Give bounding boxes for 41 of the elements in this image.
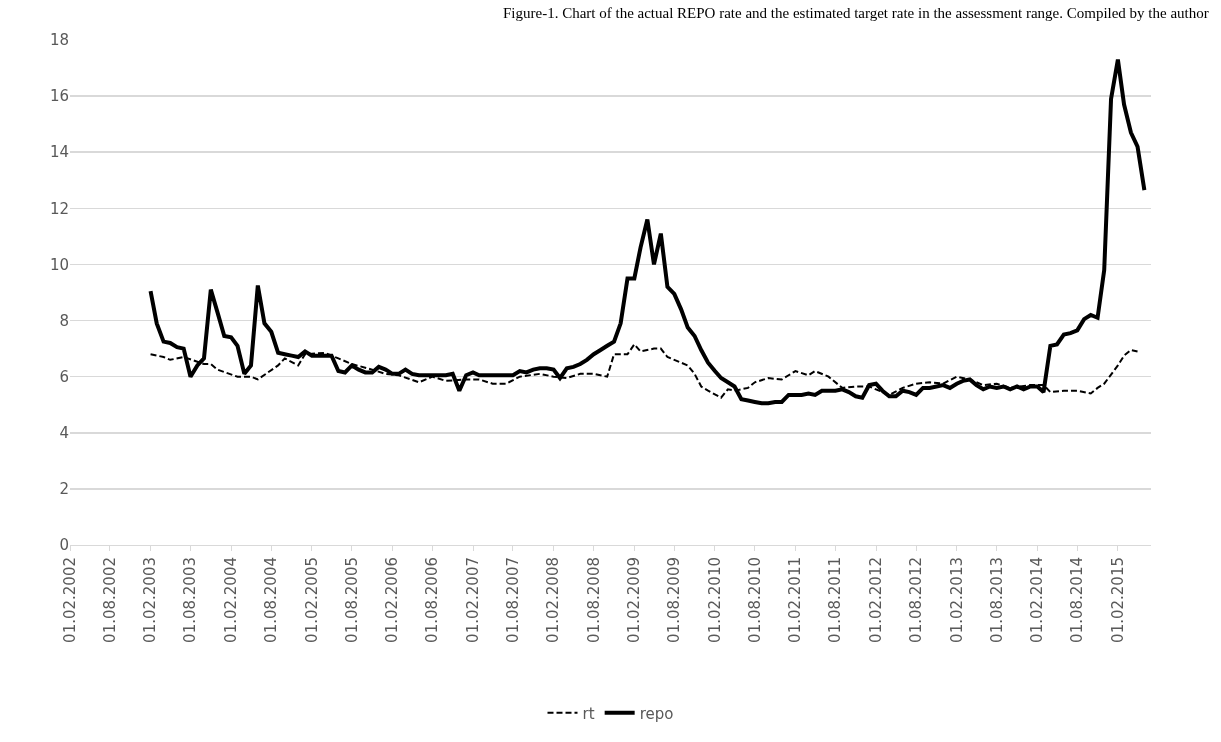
x-tick-label: 01.08.2005 <box>342 557 361 643</box>
x-tick-label: 01.08.2011 <box>826 557 845 643</box>
x-tick-label: 01.02.2008 <box>544 557 563 643</box>
x-tick-label: 01.08.2003 <box>181 557 200 643</box>
x-tick-label: 01.08.2008 <box>584 557 603 643</box>
y-tick-label: 2 <box>59 480 69 499</box>
y-tick-label: 6 <box>59 367 69 386</box>
y-tick-label: 4 <box>59 424 69 443</box>
line-series <box>148 57 1147 406</box>
x-tick-label: 01.02.2009 <box>625 557 644 643</box>
x-tick-label: 01.08.2014 <box>1068 557 1087 643</box>
chart-title: Figure-1. Chart of the actual REPO rate and the estimated target rate in the assessment range. Compiled by the author <box>503 4 1209 21</box>
x-tick-label: 01.08.2006 <box>423 557 442 643</box>
y-tick-label: 10 <box>49 255 69 274</box>
x-tick-label: 01.02.2011 <box>786 557 805 643</box>
x-tick-label: 01.08.2007 <box>503 557 522 643</box>
x-tick-label: 01.02.2012 <box>866 557 885 643</box>
y-tick-label: 8 <box>59 311 69 330</box>
y-tick-label: 12 <box>49 199 69 218</box>
legend-label: repo <box>639 704 674 723</box>
x-tick-label: 01.08.2013 <box>987 557 1006 643</box>
x-tick-label: 01.02.2015 <box>1108 557 1127 643</box>
x-tick-label: 01.02.2004 <box>221 557 240 643</box>
x-tick-label: 01.08.2002 <box>100 557 119 643</box>
y-tick-label: 0 <box>59 536 69 555</box>
x-tick-label: 01.08.2004 <box>262 557 281 643</box>
x-tick-label: 01.08.2009 <box>665 557 684 643</box>
x-tick-label: 01.02.2005 <box>302 557 321 643</box>
x-tick-label: 01.08.2010 <box>745 557 764 643</box>
x-tick-label: 01.02.2002 <box>60 557 79 643</box>
x-tick-label: 01.02.2010 <box>705 557 724 643</box>
y-tick-label: 14 <box>49 143 69 162</box>
x-tick-label: 01.02.2003 <box>141 557 160 643</box>
legend-label: rt <box>582 704 595 723</box>
x-tick-label: 01.02.2006 <box>383 557 402 643</box>
y-tick-label: 16 <box>49 87 69 106</box>
x-tick-label: 01.08.2012 <box>907 557 926 643</box>
y-tick-label: 18 <box>49 31 69 50</box>
x-tick-label: 01.02.2014 <box>1028 557 1047 643</box>
x-tick-label: 01.02.2007 <box>463 557 482 643</box>
x-tick-label: 01.02.2013 <box>947 557 966 643</box>
